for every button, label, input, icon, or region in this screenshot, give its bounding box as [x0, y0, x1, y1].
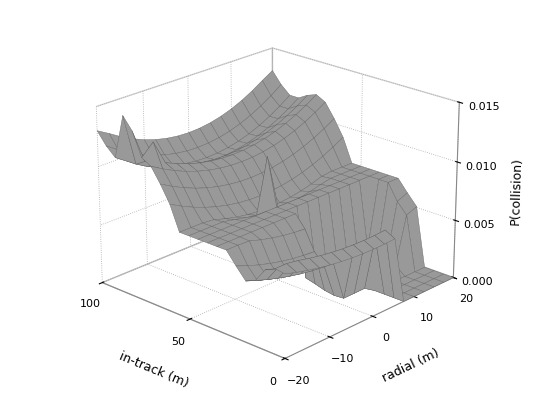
X-axis label: in-track (m): in-track (m) [117, 350, 191, 390]
Y-axis label: radial (m): radial (m) [381, 347, 442, 385]
